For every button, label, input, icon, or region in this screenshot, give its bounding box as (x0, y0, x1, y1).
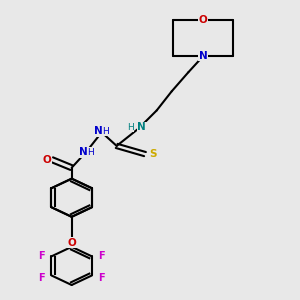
Text: F: F (38, 251, 45, 261)
Text: F: F (99, 273, 105, 283)
Text: N: N (79, 147, 88, 157)
Text: N: N (199, 51, 208, 61)
Text: N: N (137, 122, 146, 132)
Text: O: O (42, 154, 51, 164)
Text: O: O (199, 16, 208, 26)
Text: H: H (102, 127, 109, 136)
Text: N: N (94, 127, 103, 136)
Text: H: H (127, 123, 134, 132)
Text: S: S (150, 149, 157, 159)
Text: F: F (99, 251, 105, 261)
Text: O: O (67, 238, 76, 248)
Text: H: H (87, 148, 94, 157)
Text: F: F (38, 273, 45, 283)
